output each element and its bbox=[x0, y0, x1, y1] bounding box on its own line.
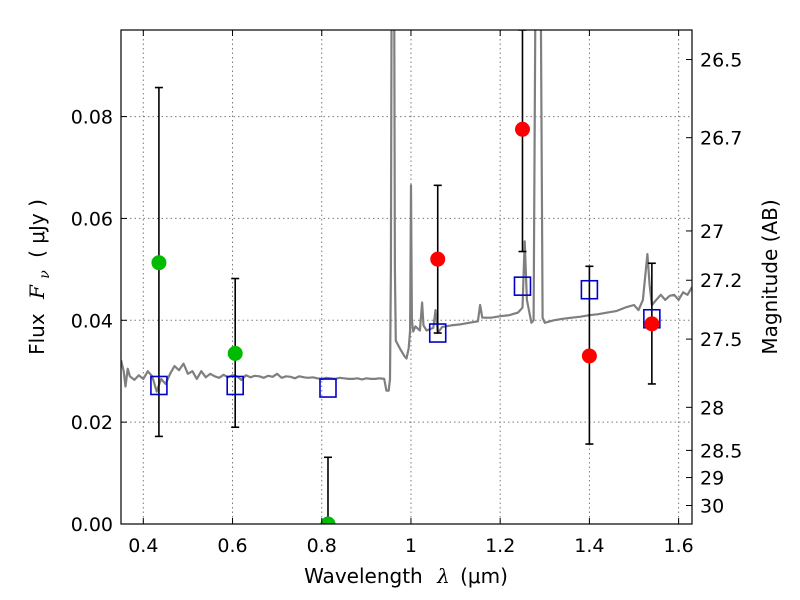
x-tick-label: 1.6 bbox=[664, 535, 694, 557]
observed-point bbox=[151, 255, 167, 271]
model-photometry-point bbox=[513, 276, 532, 296]
y-axis-label-symbol: F bbox=[25, 284, 49, 300]
plot-background bbox=[121, 30, 692, 524]
observed-point bbox=[514, 121, 530, 137]
observed-point bbox=[644, 316, 660, 332]
x-tick-label: 0.6 bbox=[217, 535, 247, 557]
right-axis-label: Magnitude (AB) bbox=[758, 199, 782, 354]
right-tick-label: 29 bbox=[700, 468, 724, 490]
right-tick-label: 27.5 bbox=[700, 329, 742, 351]
model-photometry-point bbox=[428, 323, 447, 343]
model-photometry-point bbox=[580, 279, 599, 300]
x-axis-label-symbol: λ bbox=[436, 564, 450, 588]
y-axis-label: Flux F ν ( μJy ) bbox=[25, 199, 54, 355]
x-tick-label: 1.2 bbox=[485, 535, 515, 557]
y-axis-label-unit: ( μJy ) bbox=[25, 199, 49, 258]
model-photometry-point bbox=[226, 375, 244, 396]
right-tick-label: 27 bbox=[700, 221, 724, 243]
observed-points-layer bbox=[151, 121, 660, 524]
ticks: 0.4 0.6 0.8 1 1.2 1.4 1.6 0.00 0.02 0.04 0.06 0.08 2… bbox=[71, 30, 742, 557]
observed-point bbox=[581, 348, 597, 364]
y-tick-label: 0.00 bbox=[71, 514, 113, 536]
x-tick-label: 1 bbox=[405, 535, 417, 557]
observed-point bbox=[227, 345, 243, 361]
plot-frame bbox=[120, 29, 693, 525]
right-tick-label: 28.5 bbox=[700, 440, 742, 462]
model-photometry-layer bbox=[150, 276, 661, 398]
y-tick-label: 0.06 bbox=[71, 208, 113, 230]
y-tick-label: 0.08 bbox=[71, 107, 113, 129]
x-tick-label: 0.8 bbox=[307, 535, 337, 557]
x-tick-label: 0.4 bbox=[128, 535, 158, 557]
observed-point bbox=[430, 251, 446, 267]
y-axis-label-prefix: Flux bbox=[25, 313, 49, 355]
model-photometry-point bbox=[150, 375, 168, 396]
right-tick-label: 28 bbox=[700, 397, 724, 419]
right-tick-label: 26.5 bbox=[700, 50, 742, 72]
x-axis-label-prefix: Wavelength bbox=[304, 564, 423, 588]
spectrum-line bbox=[121, 30, 692, 393]
y-tick-label: 0.04 bbox=[71, 310, 113, 332]
x-axis-label: Wavelength λ (μm) bbox=[304, 564, 508, 588]
y-tick-label: 0.02 bbox=[71, 412, 113, 434]
right-tick-label: 26.7 bbox=[700, 128, 742, 150]
model-photometry-point bbox=[319, 378, 337, 398]
right-tick-label: 27.2 bbox=[700, 270, 742, 292]
spectrum-layer bbox=[121, 30, 692, 393]
x-axis-label-unit: (μm) bbox=[460, 564, 508, 588]
x-tick-label: 1.4 bbox=[574, 535, 604, 557]
right-tick-label: 30 bbox=[700, 496, 724, 518]
observed-point bbox=[320, 516, 336, 524]
y-axis-label-subscript: ν bbox=[37, 270, 53, 279]
